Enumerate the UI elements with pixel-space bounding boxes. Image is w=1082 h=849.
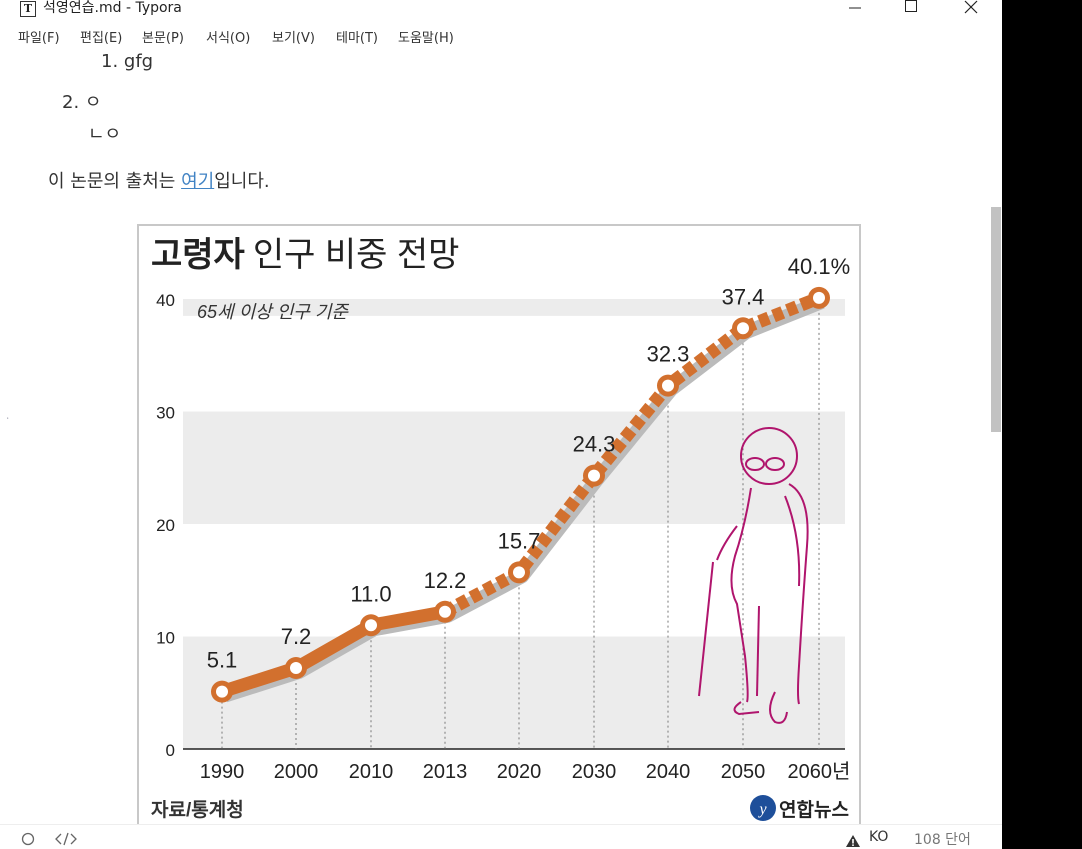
yonhap-logo-glyph: y: [757, 801, 767, 818]
source-paragraph[interactable]: 이 논문의 출처는 여기입니다.: [48, 171, 270, 193]
menu-paragraph[interactable]: 본문(P): [142, 31, 184, 46]
value-labels: 5.1 7.2 11.0 12.2 15.7 24.3 32.3 37.4 40.1%: [207, 254, 850, 673]
yonhap-logo: y 연합뉴스: [750, 795, 849, 821]
data-point-center: [513, 566, 525, 579]
chart-credit: 연합뉴스: [779, 799, 849, 821]
sidebar-edge-marker: ㆍ: [3, 414, 13, 425]
chart-source: 자료/통계청: [151, 799, 244, 821]
maximize-button[interactable]: [891, 0, 931, 18]
maximize-icon: [905, 0, 917, 12]
x-axis-ticks: 1990 2000 2010 2013 2020 2030 2040 2050 2060년: [200, 760, 851, 783]
menu-theme[interactable]: 테마(T): [336, 31, 379, 46]
close-icon: [964, 0, 978, 14]
typora-window: T 석영연습.md - Typora 파일(F) 편집(E) 본문(P) 서식(…: [0, 0, 1002, 849]
typora-app-icon: T: [20, 1, 36, 17]
value-label: 37.4: [722, 284, 765, 309]
chart-title: 고령자 인구 비중 전망: [151, 236, 459, 274]
minimize-icon: [849, 7, 861, 9]
chart-title-bold: 고령자: [151, 236, 245, 274]
minimize-button[interactable]: [835, 0, 875, 18]
value-label: 32.3: [647, 342, 690, 367]
language-indicator[interactable]: KO: [869, 829, 889, 845]
data-points: [211, 286, 830, 703]
data-point-center: [439, 605, 451, 618]
value-label: 24.3: [573, 432, 616, 457]
series-line-actual: [215, 605, 452, 699]
data-point-center: [290, 662, 302, 674]
series-line-projected: [441, 291, 822, 618]
value-label: 11.0: [350, 581, 391, 606]
x-tick-label: 1990: [200, 761, 245, 783]
chart-title-rest: 인구 비중 전망: [253, 236, 460, 274]
status-bar: KO 108 단어: [0, 824, 1002, 849]
embedded-chart-image[interactable]: 0 10 20 30 40 고령자 인구 비중 전망 65세 이상 인구 기준 5.1 7.…: [137, 224, 861, 824]
word-count[interactable]: 108 단어: [914, 832, 971, 848]
band-20-30: [183, 411, 845, 524]
menu-format[interactable]: 서식(O): [206, 31, 251, 46]
vertical-scrollbar[interactable]: [991, 207, 1001, 432]
list-item-2[interactable]: 2. ㅇ: [62, 92, 102, 113]
value-label: 5.1: [207, 648, 238, 673]
y-tick-label: 20: [156, 516, 175, 535]
menu-help[interactable]: 도움말(H): [398, 31, 454, 46]
x-tick-label: 2020: [497, 761, 542, 783]
x-tick-label: 2010: [349, 761, 394, 783]
data-point-center: [365, 619, 377, 632]
title-bar: T 석영연습.md - Typora: [0, 0, 1002, 22]
x-tick-label: 2013: [423, 761, 468, 783]
value-label: 12.2: [424, 568, 467, 593]
y-axis-ticks: 0 10 20 30 40: [156, 291, 175, 760]
source-code-mode-icon[interactable]: [55, 831, 77, 847]
data-point-center: [737, 322, 749, 335]
source-suffix: 입니다.: [214, 171, 270, 192]
y-tick-label: 30: [156, 404, 175, 423]
data-point-center: [813, 291, 825, 304]
source-prefix: 이 논문의 출처는: [48, 171, 182, 192]
dotted-guides: [221, 297, 820, 749]
list-item-1[interactable]: 1. gfg: [101, 51, 154, 72]
list-item-2-sub[interactable]: ㄴㅇ: [88, 124, 122, 145]
menu-file[interactable]: 파일(F): [18, 31, 60, 46]
menu-view[interactable]: 보기(V): [272, 31, 315, 46]
data-point-center: [588, 469, 600, 482]
source-link[interactable]: 여기: [181, 171, 215, 192]
data-point-center: [662, 379, 674, 392]
value-label: 40.1%: [788, 254, 850, 279]
y-tick-label: 40: [156, 291, 175, 310]
x-tick-label: 2050: [721, 761, 766, 783]
x-tick-label: 2030: [572, 761, 617, 783]
y-tick-label: 0: [166, 741, 175, 760]
elderly-person-illustration: [698, 427, 809, 724]
window-title: 석영연습.md - Typora: [43, 0, 182, 16]
x-tick-label: 2040: [646, 761, 691, 783]
x-tick-label: 2060년: [788, 760, 851, 783]
chart-subtitle: 65세 이상 인구 기준: [197, 302, 349, 322]
data-point-center: [216, 685, 228, 698]
outline-toggle-icon[interactable]: [20, 831, 36, 847]
y-tick-label: 10: [156, 629, 175, 648]
yonhap-logo-mark: [750, 795, 776, 821]
close-button[interactable]: [951, 0, 991, 18]
x-tick-label: 2000: [274, 761, 319, 783]
menu-edit[interactable]: 편집(E): [80, 31, 123, 46]
band-top: [183, 299, 845, 316]
value-label: 7.2: [281, 624, 312, 649]
warning-icon[interactable]: [846, 835, 860, 847]
value-label: 15.7: [498, 528, 541, 553]
band-0-10: [183, 636, 845, 749]
